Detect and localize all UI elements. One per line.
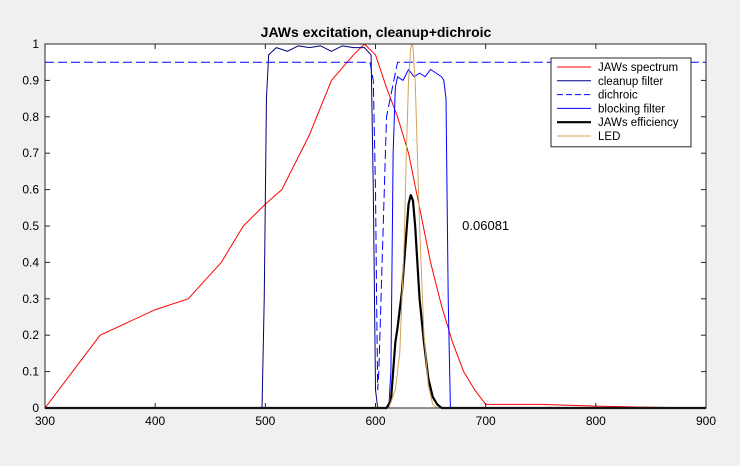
legend-label: cleanup filter — [598, 76, 663, 88]
x-tick-label: 300 — [35, 414, 55, 428]
y-tick-label: 0.5 — [22, 219, 39, 233]
series-line-6 — [45, 43, 706, 409]
legend-box — [550, 57, 692, 148]
annotation-text: 0.06081 — [462, 218, 509, 233]
legend-label: JAWs spectrum — [598, 62, 678, 74]
chart-title: JAWs excitation, cleanup+dichroic — [261, 24, 492, 40]
x-tick-label: 600 — [365, 414, 385, 428]
series-line-5 — [45, 193, 706, 410]
legend: JAWs spectrum cleanup filter dichroicblock… — [550, 57, 692, 148]
y-tick-label: 0 — [32, 401, 39, 415]
y-tick-label: 0.4 — [22, 255, 39, 269]
axis-layer: 300 400 500 600 700 800 900 0 0.1 0.2 0.3 0.4 0.5 0.6… — [22, 37, 716, 428]
series-layer — [44, 43, 707, 410]
series-line-1 — [44, 43, 707, 409]
series-line-2 — [45, 45, 706, 409]
legend-label: LED — [598, 131, 620, 143]
y-tick-label: 0.2 — [22, 328, 39, 342]
x-tick-label: 800 — [586, 414, 606, 428]
y-tick-label: 0.1 — [22, 365, 39, 379]
y-tick-label: 0.3 — [22, 292, 39, 306]
x-tick-label: 700 — [476, 414, 496, 428]
x-tick-label: 500 — [255, 414, 275, 428]
y-tick-label: 0.6 — [22, 183, 39, 197]
legend-label: dichroic — [598, 90, 638, 102]
y-tick-label: 0.9 — [22, 73, 39, 87]
series-line-4 — [45, 68, 706, 409]
legend-label: JAWs efficiency — [598, 117, 679, 129]
x-tick-label: 400 — [145, 414, 165, 428]
legend-label: blocking filter — [598, 103, 665, 115]
y-tick-label: 0.7 — [22, 146, 39, 160]
y-tick-label: 1 — [32, 37, 39, 51]
y-tick-label: 0.8 — [22, 110, 39, 124]
x-tick-label: 900 — [696, 414, 716, 428]
